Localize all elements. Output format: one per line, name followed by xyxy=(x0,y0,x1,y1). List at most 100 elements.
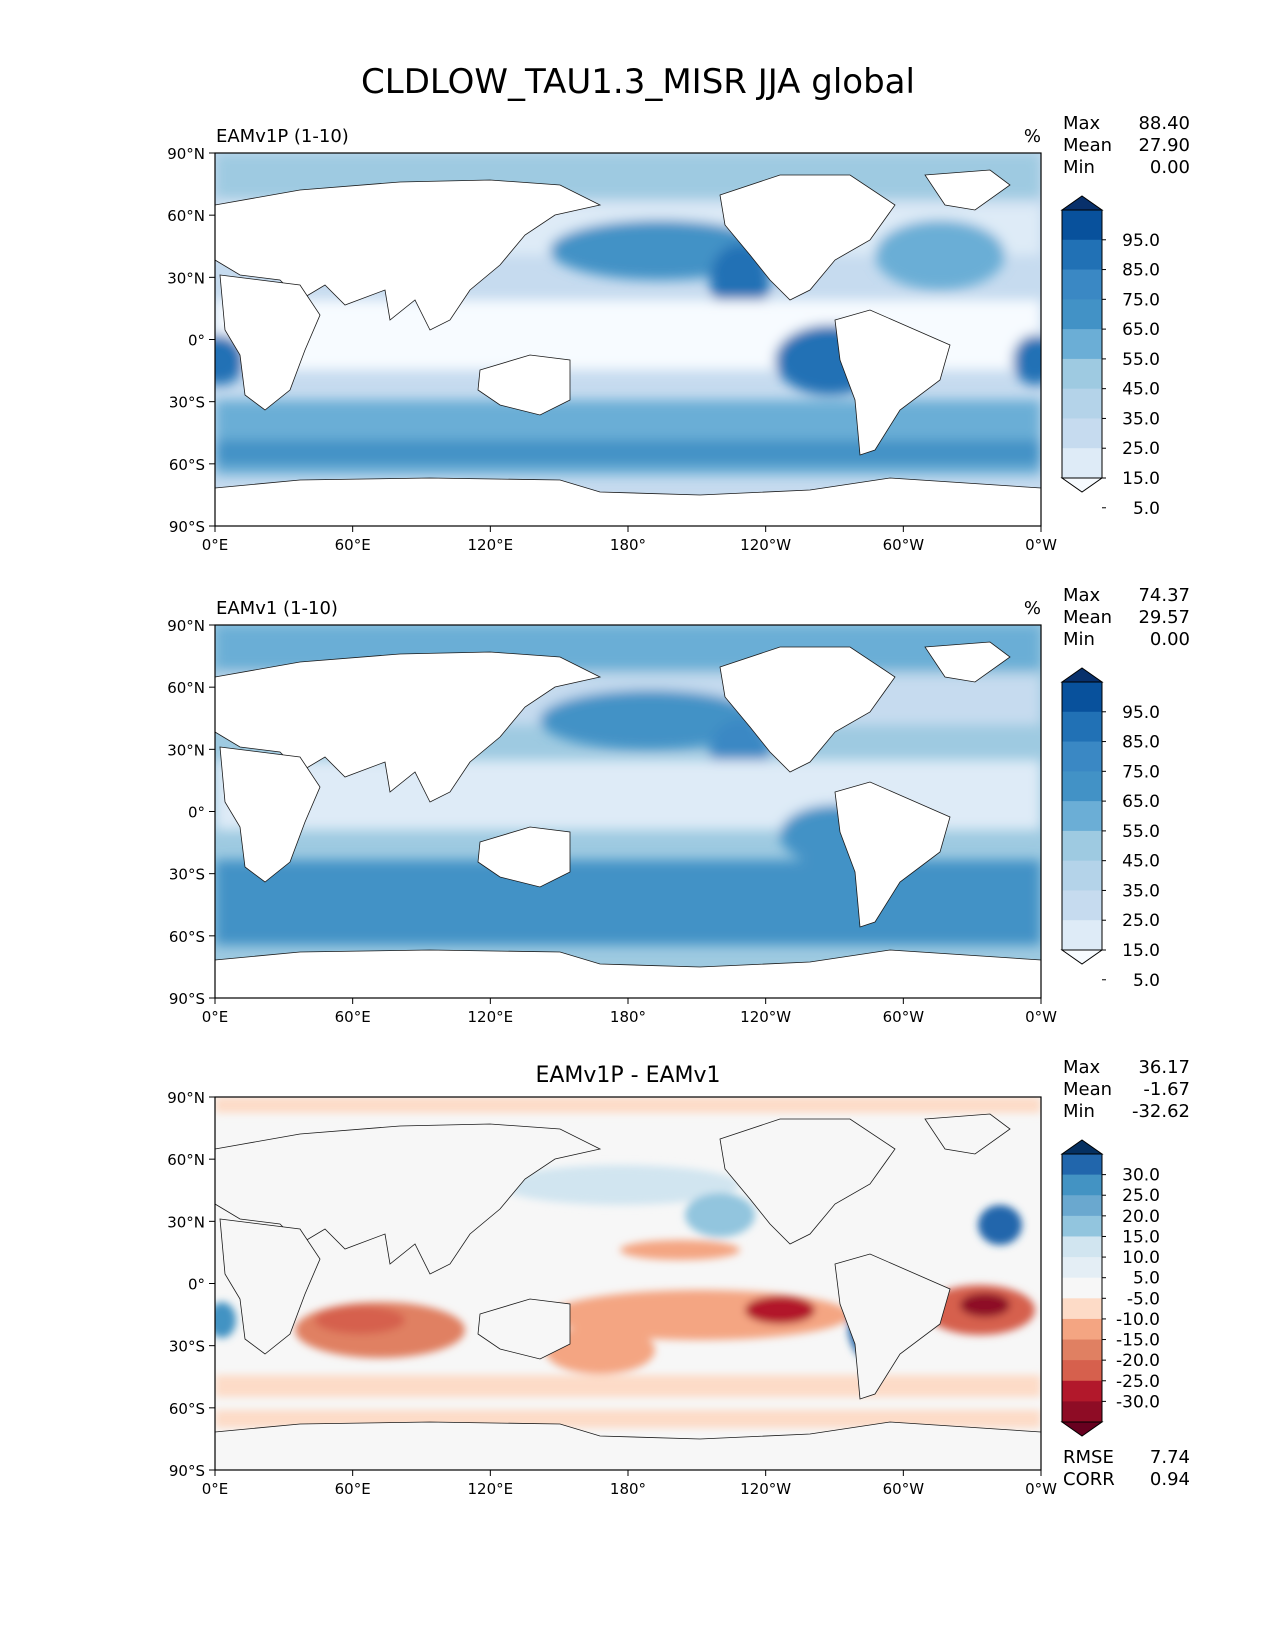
panel-3-footer-stat-label: CORR xyxy=(1063,1469,1115,1490)
panel-3-colorbar-extend-max xyxy=(1060,1139,1104,1155)
panel-3-indian-ocean-core xyxy=(315,1306,405,1334)
panel-1-title: EAMv1P (1-10) xyxy=(216,126,349,147)
panel-1-xtick-label: 60°E xyxy=(335,536,371,554)
panel-1-xaxis: 0°E 60°E 120°E 180° 120°W 60°W 0°W xyxy=(202,526,1057,554)
panel-3-colorbar-swatch xyxy=(1062,1339,1102,1361)
panel-1-stat-label: Min xyxy=(1063,157,1095,178)
panel-1-colorbar-tick-label: 65.0 xyxy=(1122,320,1160,340)
panel-1-colorbar-frame xyxy=(1061,209,1103,479)
panel-3-colorbar-swatch xyxy=(1062,1298,1102,1320)
panel-2-land-australia xyxy=(477,826,571,888)
panel-3-stat-value: -32.62 xyxy=(1132,1101,1190,1122)
panel-2-land-africa xyxy=(219,746,321,883)
panel-1-california-stratus xyxy=(710,244,770,316)
panel-2-axes: 90°N 60°N 30°N 0° 30°S 60°S 90°S 0°E 60°E 120°E 1… xyxy=(167,617,1057,1026)
panel-2-xtick-label: 0°E xyxy=(202,1008,229,1026)
panel-3-stat-label: Mean xyxy=(1063,1079,1112,1100)
panel-2-colorbar-swatch xyxy=(1062,741,1102,772)
panel-1-colorbar-swatch xyxy=(1062,269,1102,300)
panel-2-colorbar-swatch xyxy=(1062,860,1102,891)
panel-2-ytick-label: 30°S xyxy=(169,866,205,884)
panel-1-ytick-label: 30°N xyxy=(167,269,205,287)
panel-3-band-southern-ocean xyxy=(215,1375,1041,1397)
panel-2-band-southern-ocean xyxy=(215,860,1041,945)
panel-3-colorbar-tick-label: 15.0 xyxy=(1122,1227,1160,1247)
panel-3-stat-label: Min xyxy=(1063,1101,1095,1122)
panel-3-land-south-america xyxy=(834,1253,951,1400)
panel-1-map xyxy=(215,153,1041,526)
panel-3-south-pacific-red xyxy=(545,1326,655,1374)
panel-1-colorbar-swatch xyxy=(1062,299,1102,330)
panel-3-xtick-label: 0°W xyxy=(1025,1480,1057,1498)
panel-1-ytick-label: 90°S xyxy=(169,518,205,536)
panel-2-colorbar-swatch xyxy=(1062,890,1102,921)
panel-3-xtick-label: 180° xyxy=(610,1480,646,1498)
panel-3-colorbar-tick-label: 20.0 xyxy=(1122,1207,1160,1227)
panel-3-footer-stat-value: 0.94 xyxy=(1150,1469,1190,1490)
panel-1-xtick-label: 120°E xyxy=(468,536,514,554)
panel-2-colorbar-tick-label: 75.0 xyxy=(1122,762,1160,782)
panel-3-ytick-label: 30°S xyxy=(169,1338,205,1356)
panel-2-colorbar-tick-label: 95.0 xyxy=(1122,703,1160,723)
panel-3-stat-label: Max xyxy=(1063,1057,1101,1078)
panel-3-stat-value: -1.67 xyxy=(1143,1079,1190,1100)
panel-3-land-antarctica xyxy=(215,1421,1041,1470)
panel-3-xtick-label: 0°E xyxy=(202,1480,229,1498)
panel-2-colorbar-tick-label: 25.0 xyxy=(1122,911,1160,931)
panel-3-yaxis: 90°N 60°N 30°N 0° 30°S 60°S 90°S xyxy=(167,1089,215,1480)
panel-2-ytick-label: 30°N xyxy=(167,741,205,759)
panel-1-colorbar: 95.0 85.0 75.0 65.0 55.0 45.0 35.0 25.0 15.0 5.0 xyxy=(1060,195,1160,519)
panel-1-stat-value: 27.90 xyxy=(1138,135,1190,156)
panel-3-colorbar-tick-label: -5.0 xyxy=(1127,1289,1160,1309)
panel-1-band-so-core xyxy=(215,440,1041,465)
panel-1-colorbar-swatch xyxy=(1062,329,1102,360)
panel-1-colorbar-tick-label: 75.0 xyxy=(1122,290,1160,310)
panel-1-ytick-label: 60°N xyxy=(167,207,205,225)
figure-title: CLDLOW_TAU1.3_MISR JJA global xyxy=(361,62,915,102)
panel-1-stat-value: 88.40 xyxy=(1138,113,1190,134)
panel-1-colorbar-swatch xyxy=(1062,358,1102,390)
panel-3-ytick-label: 90°S xyxy=(169,1462,205,1480)
panel-2-ytick-label: 90°S xyxy=(169,990,205,1008)
panel-2-stat-value: 29.57 xyxy=(1138,607,1190,628)
panel-3-colorbar-swatch xyxy=(1062,1236,1102,1258)
panel-1-colorbar-extend-min xyxy=(1060,477,1104,493)
panel-2-land-antarctica xyxy=(215,949,1041,998)
panel-3-land-north-america xyxy=(719,1118,896,1245)
panel-3-map xyxy=(215,1097,1041,1470)
panel-3-colorbar-swatch xyxy=(1062,1215,1102,1237)
panel-3-colorbar-swatch xyxy=(1062,1257,1102,1279)
panel-3-ytick-label: 60°N xyxy=(167,1151,205,1169)
panel-3-namibia-blue xyxy=(215,1302,236,1338)
panel-2-stat-label: Mean xyxy=(1063,607,1112,628)
panel-3-pacific-core xyxy=(745,1296,815,1324)
panel-3-ytick-label: 0° xyxy=(188,1276,205,1294)
panel-2-colorbar-swatch xyxy=(1062,682,1102,713)
panel-2-land xyxy=(215,641,1041,998)
panel-1-angola-stratus xyxy=(1013,335,1041,385)
panel-3-title: EAMv1P - EAMv1 xyxy=(535,1063,720,1088)
panel-3-colorbar: 30.025.020.015.010.05.0-5.0-10.0-15.0-20… xyxy=(1060,1139,1160,1437)
panel-2-stats: Max 74.37 Mean 29.57 Min 0.00 xyxy=(1063,585,1190,650)
panel-3-footer-stat-label: RMSE xyxy=(1063,1447,1114,1468)
panel-3-atlantic-core xyxy=(960,1293,1010,1317)
panel-2-stat-label: Max xyxy=(1063,585,1101,606)
panel-3-colorbar-swatch xyxy=(1062,1174,1102,1196)
panel-1-land xyxy=(215,169,1041,526)
panel-3-stat-value: 36.17 xyxy=(1138,1057,1190,1078)
panel-1-colorbar-swatch xyxy=(1062,418,1102,449)
panel-2-yaxis: 90°N 60°N 30°N 0° 30°S 60°S 90°S xyxy=(167,617,215,1008)
panel-1-colorbar-swatch xyxy=(1062,210,1102,241)
panel-3-colorbar-extend-min xyxy=(1060,1421,1104,1437)
panel-1-colorbar-tick-label: 85.0 xyxy=(1122,261,1160,281)
panel-3-colorbar-tick-label: 5.0 xyxy=(1133,1269,1160,1289)
panel-3-colorbar-swatch xyxy=(1062,1195,1102,1217)
panel-3-colorbar-tick-label: -15.0 xyxy=(1116,1331,1160,1351)
panel-1-xtick-label: 60°W xyxy=(883,536,925,554)
panel-1-colorbar-tick-label: 55.0 xyxy=(1122,350,1160,370)
panel-3-colorbar-swatch xyxy=(1062,1154,1102,1176)
panel-2-colorbar-tick-label: 5.0 xyxy=(1133,971,1160,991)
panel-2-ytick-label: 0° xyxy=(188,804,205,822)
panel-2-colorbar-swatch xyxy=(1062,711,1102,743)
panel-1-ytick-label: 60°S xyxy=(169,456,205,474)
